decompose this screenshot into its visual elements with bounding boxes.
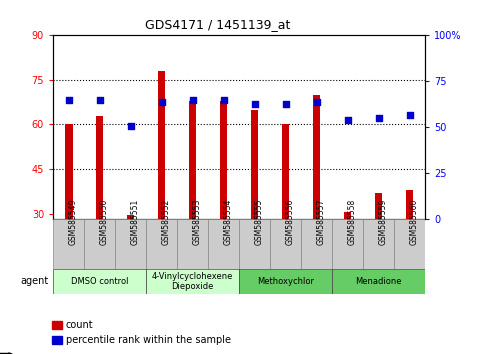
Bar — [375, 193, 383, 219]
Text: GSM585552: GSM585552 — [162, 199, 170, 245]
Text: GSM585549: GSM585549 — [69, 199, 78, 245]
Bar — [53, 269, 146, 294]
Bar — [220, 101, 227, 219]
Bar — [270, 219, 301, 269]
Point — [220, 97, 227, 103]
Bar — [363, 219, 394, 269]
Point — [282, 101, 289, 106]
Point — [313, 99, 320, 104]
Text: DMSO control: DMSO control — [71, 277, 128, 286]
Bar — [146, 219, 177, 269]
Bar — [239, 219, 270, 269]
Bar — [158, 71, 166, 219]
Bar — [96, 115, 103, 219]
Bar — [251, 110, 258, 219]
Text: GSM585554: GSM585554 — [224, 199, 233, 245]
Bar — [84, 219, 115, 269]
Bar — [65, 125, 72, 219]
Bar — [282, 125, 289, 219]
Point — [406, 112, 413, 118]
Text: Methoxychlor: Methoxychlor — [257, 277, 314, 286]
Text: GSM585553: GSM585553 — [193, 199, 201, 245]
Bar — [406, 190, 413, 219]
Bar — [394, 219, 425, 269]
Text: GSM585559: GSM585559 — [379, 199, 387, 245]
Point — [344, 117, 352, 123]
Text: GSM585557: GSM585557 — [316, 199, 326, 245]
Point — [96, 97, 103, 103]
Point — [65, 97, 72, 103]
Point — [127, 123, 134, 129]
Bar — [53, 219, 84, 269]
Bar — [239, 269, 332, 294]
Text: GSM585551: GSM585551 — [130, 199, 140, 245]
Bar — [115, 219, 146, 269]
Point — [251, 101, 258, 106]
Text: Menadione: Menadione — [355, 277, 402, 286]
Bar — [189, 101, 197, 219]
Point — [375, 115, 383, 121]
Text: 4-Vinylcyclohexene
Diepoxide: 4-Vinylcyclohexene Diepoxide — [152, 272, 233, 291]
Bar — [208, 219, 239, 269]
Bar — [301, 219, 332, 269]
Bar — [177, 219, 208, 269]
Text: GSM585550: GSM585550 — [99, 199, 109, 245]
Text: GSM585558: GSM585558 — [348, 199, 356, 245]
Bar — [332, 269, 425, 294]
Text: GSM585555: GSM585555 — [255, 199, 264, 245]
Legend: count, percentile rank within the sample: count, percentile rank within the sample — [48, 316, 235, 349]
Bar — [146, 269, 239, 294]
Bar — [313, 95, 320, 219]
Point — [189, 97, 197, 103]
Text: GDS4171 / 1451139_at: GDS4171 / 1451139_at — [145, 18, 290, 31]
Bar — [127, 215, 134, 219]
Text: GSM585560: GSM585560 — [410, 199, 419, 245]
Bar — [332, 219, 363, 269]
Text: GSM585556: GSM585556 — [285, 199, 295, 245]
Point — [158, 99, 166, 104]
Bar — [344, 212, 352, 219]
Text: agent: agent — [20, 276, 48, 286]
